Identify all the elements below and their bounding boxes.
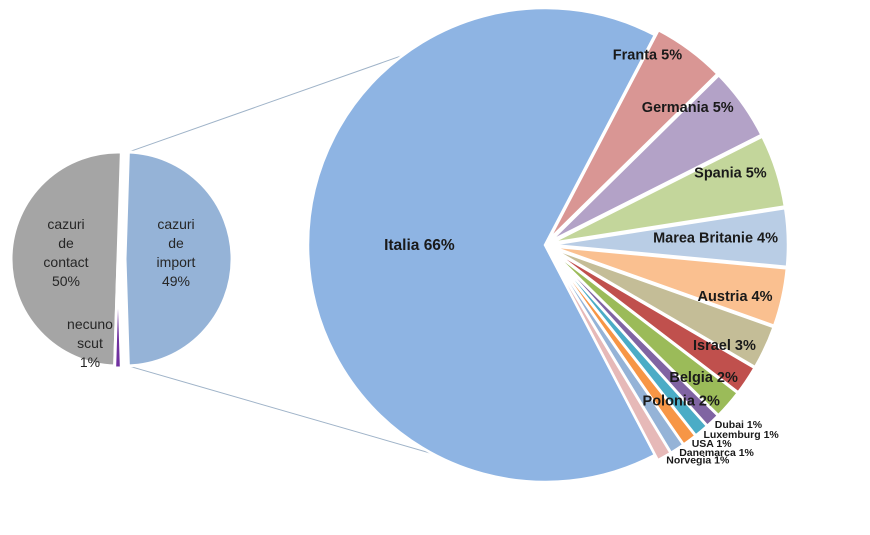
label-usa: USA 1%	[692, 438, 733, 450]
label-franta: Franta 5%	[613, 48, 682, 64]
slice-franta	[547, 28, 720, 242]
slice-spania	[550, 134, 787, 245]
slice-austria	[550, 245, 789, 328]
label-austria: Austria 4%	[698, 289, 773, 305]
label-necunoscut: necuno scut 1%	[67, 316, 113, 370]
label-italia: Italia 66%	[384, 237, 455, 254]
label-spania: Spania 5%	[694, 165, 767, 181]
label-israel: Israel 3%	[693, 338, 756, 354]
slice-italia	[306, 6, 657, 484]
label-danemarca: Danemarca 1%	[679, 447, 754, 459]
secondary-pie	[306, 6, 790, 484]
label-luxemburg: Luxemburg 1%	[704, 429, 780, 441]
label-cazuri-de-contact: cazuri de contact 50%	[43, 216, 88, 289]
slice-germania	[548, 73, 764, 243]
label-germania: Germania 5%	[642, 100, 734, 116]
slice-cazuri-de-contact	[9, 150, 123, 368]
label-norvegia: Norvegia 1%	[666, 455, 730, 467]
label-polonia: Polonia 2%	[643, 394, 720, 410]
primary-pie	[9, 150, 234, 370]
slice-necunoscut	[113, 260, 123, 370]
slice-norvegia	[546, 249, 673, 462]
slice-cazuri-de-import	[123, 150, 234, 368]
label-cazuri-de-import: cazuri de import 49%	[157, 216, 196, 289]
slice-marea-britanie	[550, 206, 790, 269]
label-marea-britanie: Marea Britanie 4%	[653, 231, 778, 247]
label-belgia: Belgia 2%	[669, 370, 738, 386]
label-dubai: Dubai 1%	[715, 419, 763, 431]
data-labels: cazuri de contact 50% cazuri de import 49% necun…	[43, 48, 779, 467]
